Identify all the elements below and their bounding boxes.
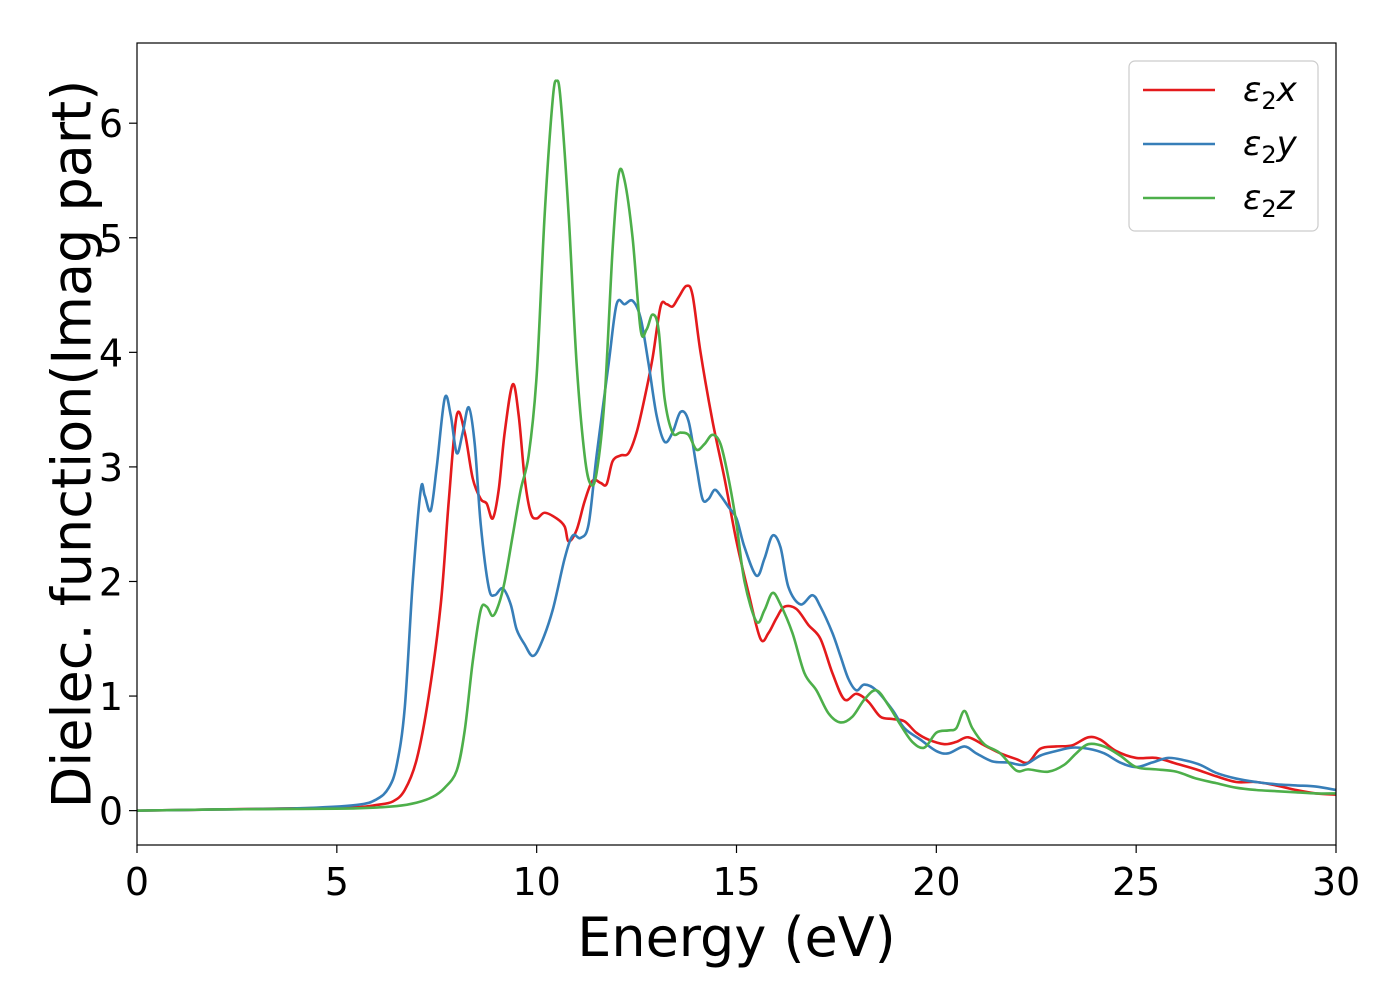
y-tick-label: 2 [99, 560, 123, 604]
x-tick-label: 30 [1312, 860, 1360, 904]
y-tick-label: 5 [99, 217, 123, 261]
x-tick-label: 15 [712, 860, 760, 904]
y-tick-label: 3 [99, 446, 123, 490]
plot-area [137, 79, 1336, 812]
legend-label-y: ε2y [1243, 124, 1298, 169]
x-tick-label: 25 [1112, 860, 1160, 904]
y-axis-label: Dielec. function(Imag part) [41, 80, 104, 809]
series-line-y [137, 298, 1336, 812]
y-tick-label: 1 [99, 675, 123, 719]
legend-label-z: ε2z [1243, 178, 1296, 223]
y-tick-label: 0 [99, 790, 123, 834]
x-tick-label: 10 [512, 860, 560, 904]
y-tick-label: 4 [99, 331, 123, 375]
legend-box [1128, 60, 1319, 232]
x-tick-label: 20 [912, 860, 960, 904]
legend: ε2x ε2y ε2z [1128, 60, 1319, 232]
series-line-x [137, 284, 1336, 812]
series-lines [137, 79, 1336, 812]
x-tick-label: 0 [125, 860, 149, 904]
legend-label-x: ε2x [1243, 70, 1298, 115]
y-tick-label: 6 [99, 102, 123, 146]
x-axis-label: Energy (eV) [577, 906, 896, 969]
series-line-z [137, 79, 1336, 812]
axes: Energy (eV) Dielec. function(Imag part) … [41, 42, 1360, 969]
x-tick-label: 5 [325, 860, 349, 904]
